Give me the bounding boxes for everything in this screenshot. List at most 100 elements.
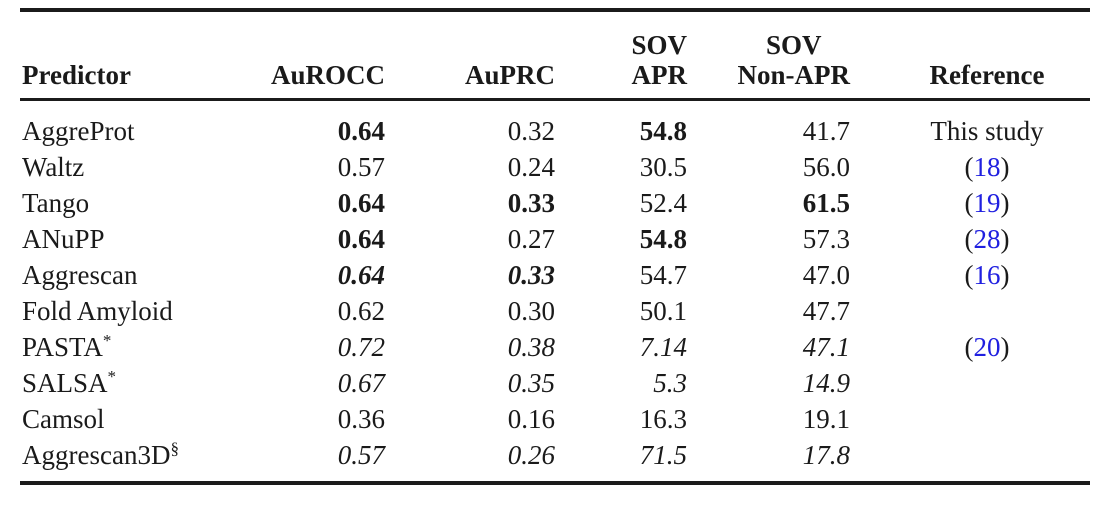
table-row: PASTA* 0.72 0.38 7.14 47.1 (20) xyxy=(20,329,1090,365)
metric-value: 54.7 xyxy=(639,260,687,290)
column-header-label: AuROCC xyxy=(270,60,385,90)
metric-value: 0.35 xyxy=(507,368,555,398)
citation-link[interactable]: 20 xyxy=(973,332,1001,362)
column-header-label: Reference xyxy=(929,60,1045,90)
metric-value: 17.8 xyxy=(802,440,850,470)
reference-cell: (19) xyxy=(850,185,1090,221)
predictor-name: Aggrescan3D xyxy=(22,440,171,470)
metric-value: 54.8 xyxy=(639,116,687,146)
predictor-performance-table: Predictor AuROCC AuPRC SOV APR SOV Non-A… xyxy=(20,8,1090,485)
table-header-row: Predictor AuROCC AuPRC SOV APR SOV Non-A… xyxy=(20,12,1090,98)
metric-value: 0.64 xyxy=(337,116,385,146)
column-header-reference: Reference xyxy=(850,60,1090,98)
citation-close-paren: ) xyxy=(1000,260,1010,290)
predictor-superscript: § xyxy=(170,439,179,458)
predictor-name: AggreProt xyxy=(22,116,135,146)
citation-link[interactable]: 19 xyxy=(973,188,1001,218)
column-header-label: Non-APR xyxy=(737,60,851,90)
citation-close-paren: ) xyxy=(1000,152,1010,182)
metric-value: 30.5 xyxy=(639,152,687,182)
predictor-cell: Waltz xyxy=(20,149,270,185)
table-row: SALSA* 0.67 0.35 5.3 14.9 xyxy=(20,365,1090,401)
column-header-sov-non-apr: SOV Non-APR xyxy=(687,30,851,98)
metric-value: 5.3 xyxy=(653,368,687,398)
citation-open-paren: ( xyxy=(964,224,974,254)
table-row: Fold Amyloid 0.62 0.30 50.1 47.7 xyxy=(20,293,1090,329)
metric-value: 0.33 xyxy=(507,188,555,218)
column-header-aurocc: AuROCC xyxy=(270,60,385,98)
metric-value: 19.1 xyxy=(802,404,850,434)
reference-cell: (28) xyxy=(850,221,1090,257)
metric-value: 0.32 xyxy=(507,116,555,146)
metric-value: 0.72 xyxy=(337,332,385,362)
citation-link[interactable]: 18 xyxy=(973,152,1001,182)
metric-value: 7.14 xyxy=(639,332,687,362)
predictor-cell: PASTA* xyxy=(20,329,270,365)
column-header-predictor: Predictor xyxy=(20,60,270,98)
predictor-cell: Fold Amyloid xyxy=(20,293,270,329)
predictor-cell: ANuPP xyxy=(20,221,270,257)
table-row: Waltz 0.57 0.24 30.5 56.0 (18) xyxy=(20,149,1090,185)
predictor-cell: Aggrescan xyxy=(20,257,270,293)
reference-cell: This study xyxy=(850,113,1090,149)
citation-open-paren: ( xyxy=(964,188,974,218)
predictor-name: SALSA xyxy=(22,368,108,398)
reference-cell xyxy=(850,401,1090,437)
metric-value: 0.27 xyxy=(507,224,555,254)
predictor-superscript: * xyxy=(102,331,112,350)
reference-cell: (20) xyxy=(850,329,1090,365)
predictor-cell: SALSA* xyxy=(20,365,270,401)
metric-value: 47.0 xyxy=(802,260,850,290)
metric-value: 41.7 xyxy=(802,116,850,146)
reference-cell: (16) xyxy=(850,257,1090,293)
reference-cell xyxy=(850,437,1090,473)
reference-text: This study xyxy=(930,116,1044,146)
reference-cell xyxy=(850,365,1090,401)
table-row: Aggrescan3D§ 0.57 0.26 71.5 17.8 xyxy=(20,437,1090,473)
predictor-cell: AggreProt xyxy=(20,113,270,149)
metric-value: 0.30 xyxy=(507,296,555,326)
predictor-cell: Tango xyxy=(20,185,270,221)
reference-cell xyxy=(850,293,1090,329)
column-header-label: AuPRC xyxy=(464,60,555,90)
table-row: Tango 0.64 0.33 52.4 61.5 (19) xyxy=(20,185,1090,221)
metric-value: 0.62 xyxy=(337,296,385,326)
metric-value: 0.33 xyxy=(507,260,555,290)
metric-value: 0.64 xyxy=(337,260,385,290)
predictor-name: Tango xyxy=(22,188,90,218)
metric-value: 54.8 xyxy=(639,224,687,254)
metric-value: 52.4 xyxy=(639,188,687,218)
table-row: ANuPP 0.64 0.27 54.8 57.3 (28) xyxy=(20,221,1090,257)
citation-close-paren: ) xyxy=(1000,188,1010,218)
predictor-name: Camsol xyxy=(22,404,105,434)
metric-value: 47.7 xyxy=(802,296,850,326)
table-row: Camsol 0.36 0.16 16.3 19.1 xyxy=(20,401,1090,437)
metric-value: 0.67 xyxy=(337,368,385,398)
metric-value: 0.64 xyxy=(337,224,385,254)
citation-open-paren: ( xyxy=(964,152,974,182)
metric-value: 0.64 xyxy=(337,188,385,218)
predictor-cell: Camsol xyxy=(20,401,270,437)
metric-value: 56.0 xyxy=(802,152,850,182)
predictor-name: Fold Amyloid xyxy=(22,296,173,326)
predictor-name: PASTA xyxy=(22,332,103,362)
citation-close-paren: ) xyxy=(1000,332,1010,362)
metric-value: 61.5 xyxy=(802,188,850,218)
metric-value: 16.3 xyxy=(639,404,687,434)
column-header-label: APR xyxy=(631,60,687,90)
metric-value: 71.5 xyxy=(639,440,687,470)
column-header-label: SOV xyxy=(631,30,687,60)
metric-value: 50.1 xyxy=(639,296,687,326)
table-row: AggreProt 0.64 0.32 54.8 41.7 This study xyxy=(20,113,1090,149)
metric-value: 57.3 xyxy=(802,224,850,254)
citation-link[interactable]: 28 xyxy=(973,224,1001,254)
metric-value: 0.36 xyxy=(337,404,385,434)
metric-value: 0.16 xyxy=(507,404,555,434)
metric-value: 0.26 xyxy=(507,440,555,470)
predictor-name: ANuPP xyxy=(22,224,105,254)
table-row: Aggrescan 0.64 0.33 54.7 47.0 (16) xyxy=(20,257,1090,293)
citation-link[interactable]: 16 xyxy=(973,260,1001,290)
predictor-name: Waltz xyxy=(22,152,85,182)
reference-cell: (18) xyxy=(850,149,1090,185)
column-header-auprc: AuPRC xyxy=(385,60,555,98)
